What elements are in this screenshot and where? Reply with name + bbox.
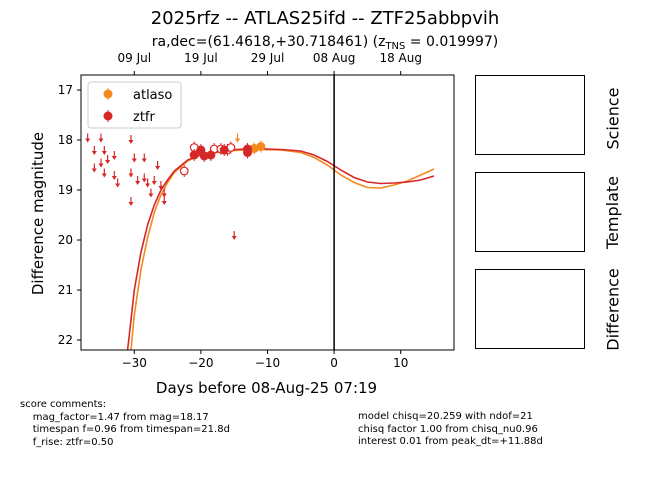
upper-limit-ztfr bbox=[141, 173, 147, 183]
upper-limit-ztfr bbox=[101, 168, 107, 178]
model-curve-ztfr bbox=[126, 147, 435, 350]
subtitle-subscript: TNS bbox=[385, 41, 406, 52]
difference-label: Difference bbox=[603, 267, 623, 351]
upper-limit-ztfr bbox=[101, 146, 107, 155]
top-tick-label: 18 Aug bbox=[379, 51, 422, 65]
score-comments-right: model chisq=20.259 with ndof=21 chisq fa… bbox=[358, 411, 543, 447]
y-tick-label: 19 bbox=[58, 183, 73, 197]
difference-panel bbox=[475, 269, 585, 349]
score-comments-left: score comments: mag_factor=1.47 from mag… bbox=[20, 399, 230, 448]
upper-limit-ztfr bbox=[111, 151, 117, 160]
top-tick-label: 08 Aug bbox=[313, 51, 356, 65]
open-detection-ztfr bbox=[226, 141, 236, 154]
upper-limit-ztfr bbox=[128, 197, 134, 206]
x-tick-label: −10 bbox=[255, 356, 280, 370]
axes: −30 −20 −10 0 10 17 18 19 20 21 22 09 Jul 19 Jul 29 J… bbox=[29, 51, 422, 397]
detection-ztfr bbox=[219, 144, 229, 156]
y-tick-label: 22 bbox=[58, 333, 73, 347]
upper-limit-ztfr bbox=[141, 153, 147, 163]
y-tick-label: 18 bbox=[58, 133, 73, 147]
top-tick-label: 19 Jul bbox=[184, 51, 218, 65]
upper-limit-ztfr bbox=[105, 155, 111, 164]
upper-limit-ztfr bbox=[111, 171, 117, 180]
upper-limit-ztfr bbox=[231, 231, 237, 240]
upper-limit-ztfr bbox=[145, 178, 151, 188]
upper-limit-ztfr bbox=[155, 161, 161, 170]
subtitle-main: ra,dec=(61.4618,+30.718461) (z bbox=[151, 34, 386, 50]
subtitle-end: = 0.019997) bbox=[405, 34, 499, 50]
upper-limit-ztfr bbox=[85, 133, 91, 143]
x-tick-label: −20 bbox=[188, 356, 213, 370]
detection-atlaso bbox=[256, 140, 266, 153]
detection-ztfr bbox=[243, 143, 253, 155]
upper-limit-ztfr bbox=[91, 163, 97, 173]
legend-label: ztfr bbox=[133, 110, 155, 125]
detection-ztfr bbox=[206, 149, 216, 161]
template-panel bbox=[475, 172, 585, 252]
detection-ztfr bbox=[199, 150, 209, 162]
upper-limit-ztfr bbox=[128, 135, 134, 144]
chart-title: 2025rfz -- ATLAS25ifd -- ZTF25abbpvih bbox=[150, 8, 500, 29]
legend-entry-atlaso: atlaso bbox=[103, 88, 172, 103]
upper-limit-ztfr bbox=[148, 188, 154, 198]
science-label: Science bbox=[603, 86, 623, 150]
y-tick-label: 21 bbox=[58, 283, 73, 297]
legend: atlaso ztfr bbox=[87, 81, 182, 129]
y-tick-label: 20 bbox=[58, 233, 73, 247]
x-tick-label: 10 bbox=[393, 356, 408, 370]
x-axis-label: Days before 08-Aug-25 07:19 bbox=[156, 379, 377, 397]
upper-limit-ztfr bbox=[98, 158, 104, 168]
legend-label: atlaso bbox=[133, 88, 172, 103]
open-detection-ztfr bbox=[179, 165, 189, 177]
y-axis-label: Difference magnitude bbox=[29, 132, 47, 295]
template-label: Template bbox=[603, 175, 623, 249]
upper-limit-ztfr bbox=[135, 176, 141, 185]
x-tick-label: −30 bbox=[122, 356, 147, 370]
data-marks bbox=[85, 75, 335, 350]
upper-limit-ztfr bbox=[131, 153, 137, 163]
legend-entry-ztfr: ztfr bbox=[103, 110, 155, 125]
upper-limit-ztfr bbox=[98, 133, 104, 143]
detection-ztfr bbox=[189, 149, 199, 161]
science-panel bbox=[475, 75, 585, 155]
upper-limit-ztfr bbox=[161, 188, 167, 198]
upper-limit-ztfr bbox=[115, 178, 121, 188]
upper-limit-ztfr bbox=[91, 146, 97, 155]
top-tick-label: 29 Jul bbox=[251, 51, 285, 65]
upper-limit-atlaso bbox=[235, 133, 241, 143]
model-curve-atlaso bbox=[130, 148, 435, 350]
top-tick-label: 09 Jul bbox=[118, 51, 152, 65]
upper-limit-ztfr bbox=[161, 196, 167, 205]
upper-limit-ztfr bbox=[151, 176, 157, 185]
y-tick-label: 17 bbox=[58, 83, 73, 97]
x-tick-label: 0 bbox=[330, 356, 338, 370]
upper-limit-ztfr bbox=[158, 181, 164, 190]
model-curves bbox=[126, 147, 435, 350]
chart-subtitle: ra,dec=(61.4618,+30.718461) (zTNS = 0.01… bbox=[0, 34, 650, 52]
upper-limit-ztfr bbox=[128, 168, 134, 178]
